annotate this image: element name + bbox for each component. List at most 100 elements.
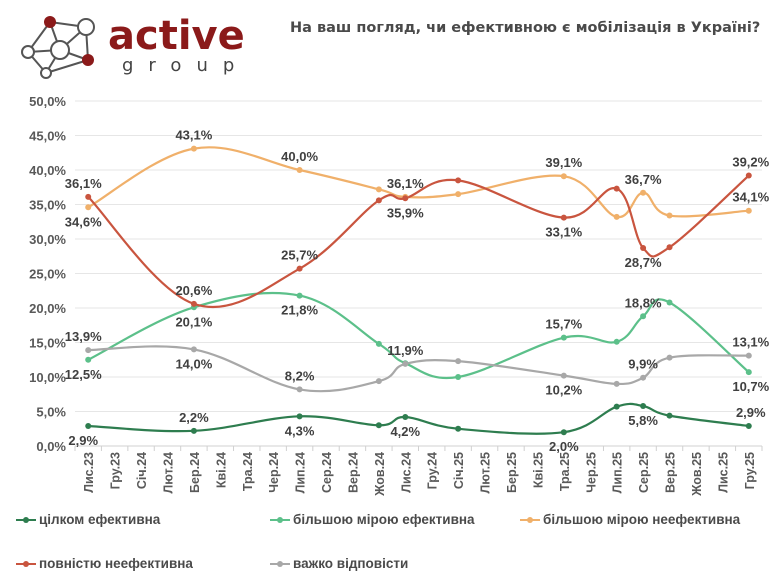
legend-item: важко відповісти <box>270 556 408 571</box>
data-label: 4,3% <box>285 423 315 438</box>
data-point <box>745 172 752 179</box>
data-point <box>666 212 673 219</box>
x-tick-label: Гру.23 <box>109 452 123 489</box>
data-label: 33,1% <box>545 225 582 240</box>
data-point <box>296 413 303 420</box>
legend-label: важко відповісти <box>293 556 409 571</box>
x-tick-label: Лип.25 <box>611 452 625 493</box>
x-tick-label: Лют.25 <box>479 452 493 494</box>
data-label: 36,1% <box>65 176 102 191</box>
x-tick-label: Лис.25 <box>716 452 730 493</box>
data-label: 2,9% <box>68 433 98 448</box>
x-tick-label: Чер.24 <box>267 452 281 493</box>
legend-line-marker-icon <box>16 516 36 523</box>
x-tick-label: Сер.25 <box>637 452 651 493</box>
logo-sub-text: group <box>122 55 250 76</box>
data-point <box>190 346 197 353</box>
legend-line-marker-icon <box>270 560 290 567</box>
data-point <box>296 386 303 393</box>
x-tick-label: Гру.25 <box>743 452 757 489</box>
data-label: 39,2% <box>732 155 769 170</box>
data-label: 36,1% <box>387 176 424 191</box>
data-label: 43,1% <box>175 128 212 143</box>
legend-item: цілком ефективна <box>16 512 160 527</box>
data-label: 14,0% <box>175 356 212 371</box>
legend-line-marker-icon <box>520 516 540 523</box>
data-point <box>613 403 620 410</box>
data-label: 40,0% <box>281 149 318 164</box>
data-point <box>560 429 567 436</box>
x-tick-label: Кві.24 <box>214 452 228 488</box>
data-point <box>560 173 567 180</box>
data-point <box>560 334 567 341</box>
data-label: 10,7% <box>732 379 769 394</box>
y-tick-label: 50,0% <box>29 94 66 109</box>
data-point <box>375 340 382 347</box>
data-point <box>666 244 673 251</box>
data-point <box>296 167 303 173</box>
data-point <box>666 354 673 361</box>
data-label: 18,8% <box>625 295 662 310</box>
x-tick-label: Лип.24 <box>294 452 308 493</box>
data-label: 34,6% <box>65 214 102 229</box>
y-tick-label: 30,0% <box>29 232 66 247</box>
data-point <box>613 213 620 220</box>
data-label: 12,5% <box>65 367 102 382</box>
x-tick-label: Лис.24 <box>399 452 413 493</box>
series-line <box>87 146 749 219</box>
y-tick-label: 10,0% <box>29 370 66 385</box>
data-label: 15,7% <box>545 317 582 332</box>
data-point <box>745 422 752 429</box>
y-tick-label: 25,0% <box>29 267 66 282</box>
y-tick-label: 15,0% <box>29 336 66 351</box>
data-point <box>745 207 752 214</box>
legend-line-marker-icon <box>270 516 290 523</box>
y-tick-label: 35,0% <box>29 198 66 213</box>
data-label: 35,9% <box>387 205 424 220</box>
y-tick-label: 45,0% <box>29 129 66 144</box>
data-point <box>640 189 647 196</box>
data-point <box>190 300 197 307</box>
legend-label: повністю неефективна <box>39 556 193 571</box>
x-tick-label: Сер.24 <box>320 452 334 493</box>
data-point <box>85 347 92 354</box>
x-tick-label: Бер.25 <box>505 452 519 493</box>
data-point <box>375 186 382 193</box>
x-tick-label: Вер.25 <box>664 452 678 493</box>
data-point <box>402 414 409 421</box>
legend-item: повністю неефективна <box>16 556 193 571</box>
x-tick-label: Лис.23 <box>82 452 96 493</box>
data-label: 20,1% <box>175 314 212 329</box>
data-point <box>640 244 647 251</box>
data-point <box>85 204 92 211</box>
series-line <box>88 402 749 435</box>
data-label: 39,1% <box>545 155 582 170</box>
x-tick-label: Жов.25 <box>690 452 704 497</box>
data-label: 9,9% <box>628 357 658 372</box>
data-point <box>455 177 462 184</box>
data-label: 28,7% <box>625 255 662 270</box>
data-point <box>560 372 567 379</box>
x-tick-label: Чер.25 <box>584 452 598 493</box>
data-label: 13,1% <box>732 335 769 350</box>
data-label: 13,9% <box>65 329 102 344</box>
legend-label: цілком ефективна <box>39 512 161 527</box>
data-point <box>190 427 197 434</box>
data-label: 20,6% <box>175 283 212 298</box>
data-point <box>375 378 382 385</box>
data-point <box>296 292 303 299</box>
series-line <box>88 345 749 393</box>
x-tick-label: Тра.25 <box>558 452 572 491</box>
legend-label: більшою мірою неефективна <box>543 512 741 527</box>
data-point <box>613 380 620 387</box>
y-tick-label: 0,0% <box>36 439 66 454</box>
data-label: 2,2% <box>179 410 209 425</box>
x-tick-label: Тра.24 <box>241 452 255 491</box>
legend-line-marker-icon <box>16 560 36 567</box>
y-tick-label: 40,0% <box>29 163 66 178</box>
data-point <box>375 197 382 204</box>
data-label: 2,0% <box>549 439 579 454</box>
data-point <box>745 352 752 359</box>
data-label: 21,8% <box>281 303 318 318</box>
